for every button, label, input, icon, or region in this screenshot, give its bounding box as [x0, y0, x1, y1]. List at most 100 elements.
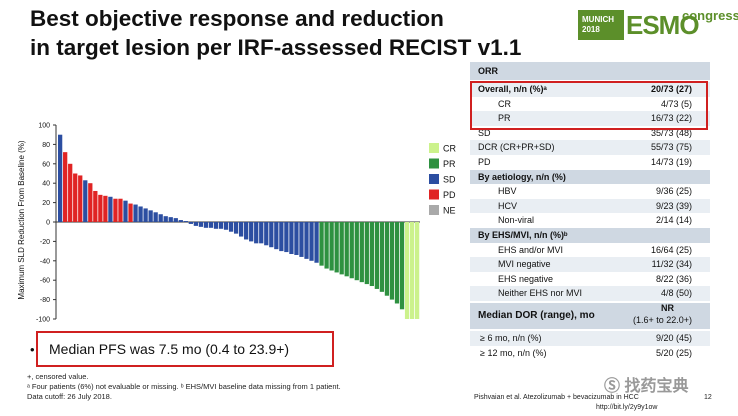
waterfall-bar: [193, 222, 199, 226]
orr-row-label: Neither EHS nor MVI: [498, 288, 583, 299]
footnote-censored: +, censored value.: [27, 372, 89, 381]
y-tick-label: 20: [42, 200, 50, 207]
waterfall-bar: [374, 222, 380, 289]
orr-row-label: Overall, n/n (%)ᵃ: [478, 84, 547, 94]
waterfall-bar: [103, 195, 108, 222]
orr-row-label: PR: [498, 113, 511, 124]
orr-table-row: By EHS/MVI, n/n (%)ᵇ: [470, 228, 710, 243]
waterfall-bar: [93, 190, 98, 222]
y-tick-label: -100: [36, 317, 50, 324]
orr-row-value: 11/32 (34): [651, 259, 692, 270]
y-axis-label: Maximum SLD Reduction From Baseline (%): [17, 140, 26, 299]
waterfall-bar: [158, 214, 163, 222]
pfs-note: Median PFS was 7.5 mo (0.4 to 23.9+): [49, 341, 290, 357]
waterfall-bar: [123, 200, 128, 222]
waterfall-bar: [58, 134, 63, 222]
orr-row-label: EHS and/or MVI: [498, 244, 564, 255]
waterfall-bar: [269, 222, 274, 248]
waterfall-bar: [203, 222, 209, 228]
congress-logo: MUNICH 2018 ESMO congress: [578, 8, 738, 46]
orr-row-value: 4/73 (5): [660, 98, 692, 109]
waterfall-bar: [359, 222, 364, 283]
orr-table-row: Neither EHS nor MVI 4/8 (50): [470, 286, 710, 301]
waterfall-bar: [289, 222, 294, 255]
legend-swatch: [429, 174, 439, 184]
waterfall-bar: [153, 212, 158, 222]
waterfall-bar: [349, 222, 354, 279]
waterfall-bar: [213, 222, 219, 229]
logo-suffix: congress: [682, 8, 738, 23]
footnote-cutoff: Data cutoff: 26 July 2018.: [27, 392, 112, 401]
waterfall-bar: [128, 203, 133, 222]
dor-sub-row: ≥ 12 mo, n/n (%) 5/20 (25): [470, 346, 710, 361]
legend-swatch: [429, 143, 439, 153]
orr-row-label: HBV: [498, 186, 517, 197]
waterfall-bar: [379, 222, 385, 292]
orr-row-label: EHS negative: [498, 273, 554, 284]
logo-city-block: MUNICH 2018: [578, 10, 624, 40]
orr-row-label: CR: [498, 98, 511, 109]
waterfall-bar: [138, 206, 143, 222]
legend-label: NE: [443, 206, 456, 216]
y-tick-label: 100: [38, 123, 50, 130]
waterfall-bar: [143, 208, 148, 222]
orr-table-row: HCV 9/23 (39): [470, 198, 710, 214]
orr-row-label: Non-viral: [498, 215, 535, 226]
waterfall-bar: [249, 222, 254, 242]
dor-sub-label: ≥ 6 mo, n/n (%): [480, 333, 542, 343]
slide-title: Best objective response and reduction in…: [30, 4, 521, 62]
orr-header-label: ORR: [478, 66, 498, 76]
orr-row-label: By EHS/MVI, n/n (%)ᵇ: [478, 230, 568, 240]
waterfall-bar: [284, 222, 289, 253]
waterfall-bar: [339, 222, 344, 275]
waterfall-bar: [198, 222, 204, 227]
waterfall-bar: [108, 196, 113, 222]
waterfall-bar: [88, 183, 93, 222]
orr-table-header: ORR: [470, 62, 710, 80]
waterfall-bar: [188, 222, 193, 224]
y-tick-label: 0: [46, 220, 50, 227]
waterfall-bar: [309, 222, 314, 261]
waterfall-bar: [83, 180, 88, 222]
waterfall-bar: [218, 222, 224, 229]
waterfall-bar: [394, 222, 400, 304]
logo-year: 2018: [582, 25, 600, 34]
orr-table-row: Overall, n/n (%)ᵃ 20/73 (27): [470, 82, 710, 97]
dor-value-median: NR: [661, 303, 674, 313]
orr-table-row: By aetiology, n/n (%): [470, 169, 710, 185]
waterfall-bar: [294, 222, 299, 255]
waterfall-bar: [384, 222, 390, 296]
dor-sub-row: ≥ 6 mo, n/n (%) 9/20 (45): [470, 331, 710, 346]
citation-url: http://bit.ly/2y9y1ow: [596, 404, 658, 411]
dor-sub-value: 5/20 (25): [655, 347, 692, 358]
waterfall-bar: [98, 194, 103, 222]
orr-row-value: 16/73 (22): [650, 113, 692, 124]
waterfall-bar: [244, 222, 249, 240]
y-tick-label: -40: [40, 258, 50, 265]
slide-title-line-2: in target lesion per IRF-assessed RECIST…: [30, 35, 522, 60]
waterfall-bar: [254, 222, 259, 244]
orr-row-label: PD: [478, 157, 491, 167]
waterfall-bar: [399, 222, 405, 310]
orr-table-row: Non-viral 2/14 (14): [470, 213, 710, 228]
page-number: 12: [704, 394, 712, 401]
waterfall-bar: [228, 222, 234, 232]
waterfall-bar: [334, 222, 339, 273]
waterfall-bar: [63, 152, 68, 222]
waterfall-bar: [404, 222, 410, 319]
waterfall-bar: [409, 222, 415, 319]
chart-legend: CR PR SD PD NE: [429, 143, 456, 216]
pfs-highlight-box: [36, 331, 334, 367]
orr-row-label: By aetiology, n/n (%): [478, 171, 566, 182]
waterfall-bar: [239, 222, 244, 237]
waterfall-bar: [274, 222, 279, 250]
orr-row-label: SD: [478, 127, 491, 138]
waterfall-bar: [369, 222, 374, 287]
y-tick-label: -80: [40, 297, 50, 304]
waterfall-bar: [208, 222, 214, 228]
orr-row-value: 14/73 (19): [650, 157, 692, 167]
orr-row-value: 9/23 (39): [655, 200, 692, 211]
waterfall-bar: [148, 210, 153, 222]
waterfall-bar: [259, 222, 264, 244]
orr-table: ORR Overall, n/n (%)ᵃ 20/73 (27) CR 4/73 (5…: [470, 62, 710, 384]
